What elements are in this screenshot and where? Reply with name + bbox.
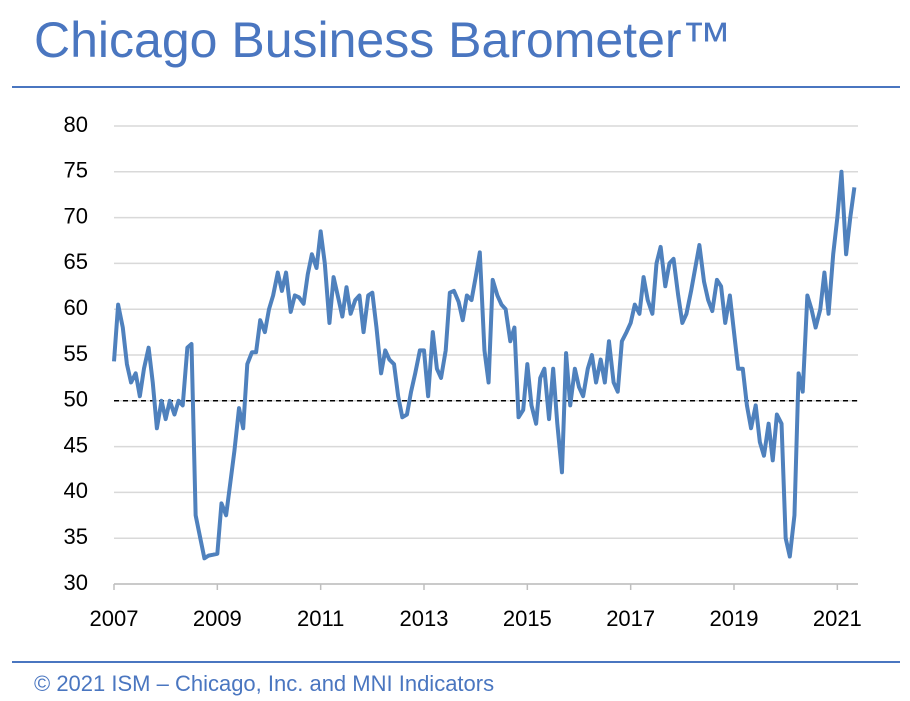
y-tick-label: 55 xyxy=(64,341,88,366)
x-tick-label: 2017 xyxy=(606,606,655,631)
y-tick-label: 45 xyxy=(64,432,88,457)
y-tick-label: 75 xyxy=(64,158,88,183)
x-tick-label: 2019 xyxy=(710,606,759,631)
x-tick-label: 2009 xyxy=(193,606,242,631)
y-tick-label: 65 xyxy=(64,249,88,274)
y-tick-label: 40 xyxy=(64,478,88,503)
y-tick-label: 35 xyxy=(64,524,88,549)
x-tick-label: 2007 xyxy=(90,606,139,631)
chart-title: Chicago Business Barometer™ xyxy=(34,12,732,68)
y-tick-label: 60 xyxy=(64,295,88,320)
x-tick-label: 2021 xyxy=(813,606,862,631)
y-tick-label: 30 xyxy=(64,570,88,595)
y-tick-label: 80 xyxy=(64,112,88,137)
x-tick-label: 2015 xyxy=(503,606,552,631)
x-tick-label: 2011 xyxy=(297,606,344,631)
footer: © 2021 ISM – Chicago, Inc. and MNI Indic… xyxy=(34,671,494,696)
y-tick-label: 70 xyxy=(64,203,88,228)
data-line xyxy=(112,169,857,561)
x-tick-label: 2013 xyxy=(400,606,449,631)
y-tick-label: 50 xyxy=(64,387,88,412)
